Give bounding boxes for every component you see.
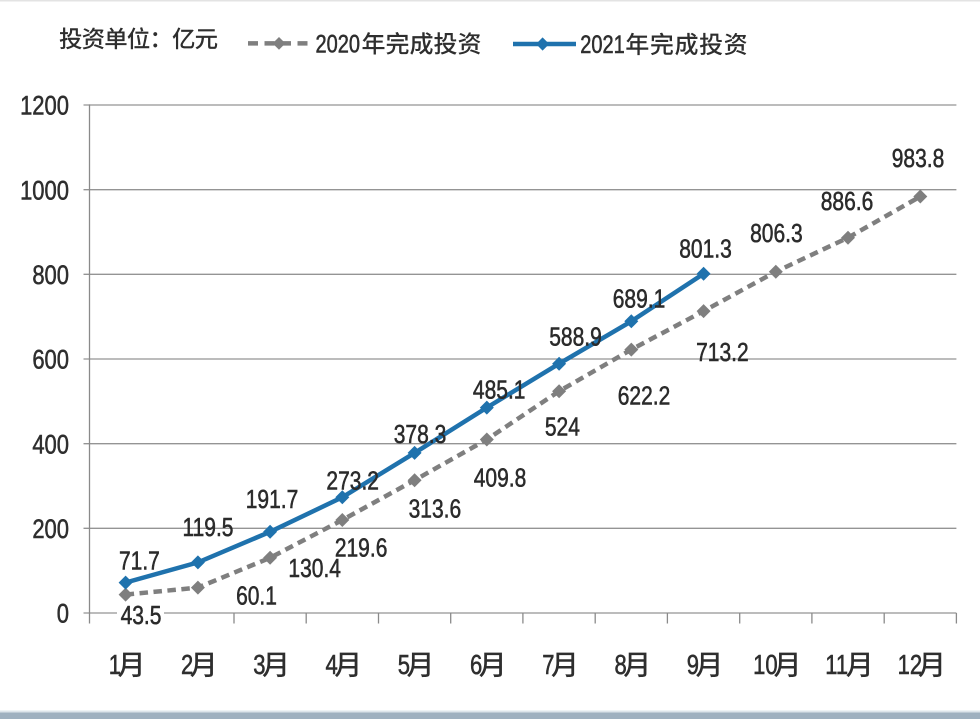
- svg-text:983.8: 983.8: [892, 144, 945, 174]
- svg-text:11: 11: [825, 650, 848, 681]
- svg-text:119.5: 119.5: [183, 513, 234, 543]
- svg-text:273.2: 273.2: [326, 466, 379, 496]
- svg-text:313.6: 313.6: [409, 494, 462, 524]
- svg-text:191.7: 191.7: [246, 485, 299, 515]
- svg-text:588.9: 588.9: [549, 322, 602, 352]
- svg-text:4: 4: [326, 650, 338, 681]
- svg-text:622.2: 622.2: [618, 382, 671, 412]
- svg-text:801.3: 801.3: [679, 234, 732, 264]
- svg-text:200: 200: [32, 515, 69, 544]
- svg-text:524: 524: [545, 413, 580, 443]
- svg-text:1000: 1000: [20, 176, 69, 205]
- svg-text:689.1: 689.1: [613, 284, 666, 314]
- svg-text:886.6: 886.6: [821, 187, 874, 217]
- svg-text:6: 6: [470, 650, 482, 681]
- svg-text:800: 800: [32, 261, 69, 290]
- svg-text:7: 7: [542, 650, 554, 681]
- svg-text:9: 9: [687, 650, 699, 681]
- svg-text:3: 3: [253, 650, 265, 681]
- svg-text:378.3: 378.3: [394, 420, 447, 450]
- svg-text:409.8: 409.8: [474, 464, 527, 494]
- svg-text:806.3: 806.3: [750, 219, 803, 249]
- svg-text:12: 12: [898, 650, 922, 681]
- svg-text:5: 5: [398, 650, 410, 681]
- svg-text:60.1: 60.1: [236, 581, 277, 611]
- svg-text:0: 0: [57, 600, 69, 629]
- svg-text:713.2: 713.2: [696, 338, 749, 368]
- svg-text:1200: 1200: [20, 92, 69, 121]
- svg-text:130.4: 130.4: [288, 554, 341, 584]
- svg-text:2020: 2020: [316, 30, 360, 58]
- svg-text:1: 1: [109, 650, 121, 681]
- svg-text:10: 10: [753, 650, 777, 681]
- svg-text:71.7: 71.7: [119, 546, 160, 576]
- svg-text:400: 400: [32, 430, 69, 459]
- svg-text:219.6: 219.6: [335, 533, 388, 563]
- svg-text:8: 8: [615, 650, 627, 681]
- svg-text:43.5: 43.5: [121, 601, 162, 631]
- svg-text:2021: 2021: [580, 31, 624, 59]
- svg-text:600: 600: [32, 346, 69, 375]
- svg-text:485.1: 485.1: [473, 375, 526, 405]
- svg-text:2: 2: [181, 650, 193, 681]
